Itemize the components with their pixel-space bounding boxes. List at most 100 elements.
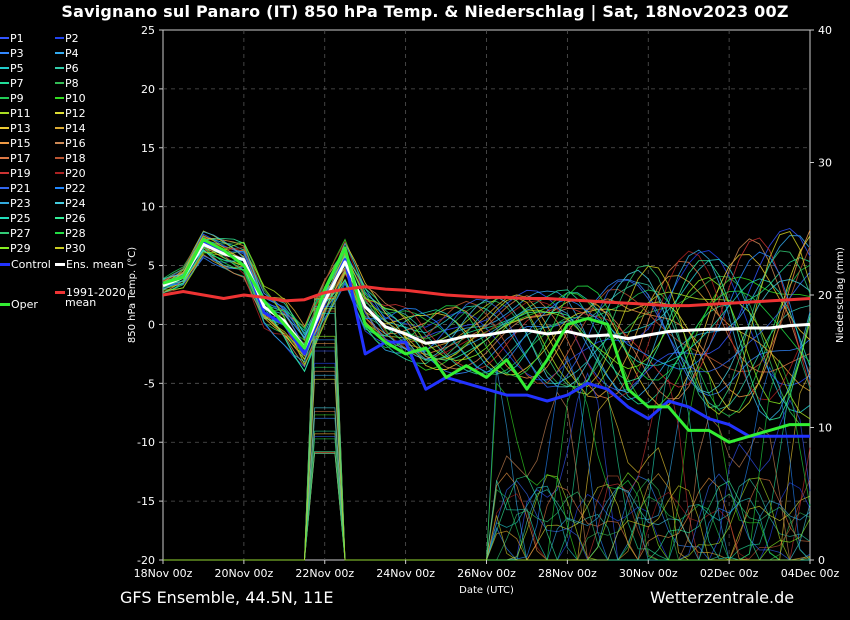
member-line xyxy=(162,238,811,409)
x-tick-label: 18Nov 00z xyxy=(134,567,193,580)
legend-item-p13: P13 xyxy=(0,122,31,136)
legend-item-p20: P20 xyxy=(55,167,86,181)
x-tick-label: 30Nov 00z xyxy=(619,567,678,580)
legend-label: P27 xyxy=(10,227,31,240)
legend-label: P28 xyxy=(65,227,86,240)
legend-swatch xyxy=(0,172,9,174)
y-tick-label: 5 xyxy=(148,260,155,273)
legend-item-p28: P28 xyxy=(55,227,86,241)
y-tick-label: -20 xyxy=(137,554,155,567)
legend-swatch xyxy=(55,290,65,294)
legend-swatch xyxy=(55,187,64,189)
legend-label: P16 xyxy=(65,137,86,150)
x-tick-label: 04Dec 00z xyxy=(781,567,840,580)
legend-label: P25 xyxy=(10,212,31,225)
legend-item-p18: P18 xyxy=(55,152,86,166)
legend-swatch xyxy=(55,172,64,174)
legend-label: P1 xyxy=(10,32,24,45)
legend-label: P9 xyxy=(10,92,24,105)
series-line-1991-2020-mean xyxy=(162,285,811,308)
legend-item-p11: P11 xyxy=(0,107,31,121)
legend-swatch xyxy=(0,232,9,234)
member-line xyxy=(162,255,811,388)
y-tick-label: 15 xyxy=(141,142,155,155)
legend-item-p7: P7 xyxy=(0,77,24,91)
legend-label: P2 xyxy=(65,32,79,45)
y-tick-label: -10 xyxy=(137,436,155,449)
legend-item-p29: P29 xyxy=(0,242,31,256)
legend-label: P7 xyxy=(10,77,24,90)
legend-swatch xyxy=(55,157,64,159)
legend-label: P8 xyxy=(65,77,79,90)
series-line-oper xyxy=(162,238,810,444)
legend-item-p21: P21 xyxy=(0,182,31,196)
legend-label: P10 xyxy=(65,92,86,105)
x-tick-label: 20Nov 00z xyxy=(215,567,274,580)
legend-item-p12: P12 xyxy=(55,107,86,121)
y2-tick-label: 0 xyxy=(818,554,825,567)
legend-swatch xyxy=(55,232,64,234)
x-tick-label: 02Dec 00z xyxy=(700,567,759,580)
legend-item-p5: P5 xyxy=(0,62,24,76)
legend-item-p8: P8 xyxy=(55,77,79,91)
y2-tick-label: 40 xyxy=(818,24,832,37)
y-axis-label: 850 hPa Temp. (°C) xyxy=(127,247,138,343)
legend-swatch xyxy=(0,112,9,114)
legend-swatch xyxy=(0,52,9,54)
legend-item-ens-mean: Ens. mean xyxy=(55,258,124,272)
legend-swatch xyxy=(55,142,64,144)
legend-item-oper: Oper xyxy=(0,298,38,312)
legend-item-p1: P1 xyxy=(0,32,24,46)
legend-label: P15 xyxy=(10,137,31,150)
y-tick-label: 0 xyxy=(148,318,155,331)
legend-label: P12 xyxy=(65,107,86,120)
legend-swatch xyxy=(55,202,64,204)
legend-swatch xyxy=(0,262,10,266)
legend-item-control: Control xyxy=(0,258,51,272)
legend-swatch xyxy=(55,82,64,84)
legend-label: P30 xyxy=(65,242,86,255)
legend-swatch xyxy=(55,67,64,69)
legend-swatch xyxy=(0,97,9,99)
legend-item-p22: P22 xyxy=(55,182,86,196)
legend-label: P6 xyxy=(65,62,79,75)
legend-swatch xyxy=(55,97,64,99)
legend-item-p15: P15 xyxy=(0,137,31,151)
legend-swatch xyxy=(55,37,64,39)
legend-label: P21 xyxy=(10,182,31,195)
member-line xyxy=(162,235,811,417)
legend-label: P18 xyxy=(65,152,86,165)
legend-label: 1991-2020 xyxy=(66,286,126,299)
legend-label: P14 xyxy=(65,122,86,135)
legend-label: P22 xyxy=(65,182,86,195)
legend-item-p6: P6 xyxy=(55,62,79,76)
legend-swatch xyxy=(55,52,64,54)
y2-tick-label: 10 xyxy=(818,422,832,435)
y-tick-label: 10 xyxy=(141,201,155,214)
chart-title: Savignano sul Panaro (IT) 850 hPa Temp. … xyxy=(61,2,789,21)
legend-swatch xyxy=(55,112,64,114)
legend-item-p10: P10 xyxy=(55,92,86,106)
site-credit: Wetterzentrale.de xyxy=(650,588,795,607)
series-line-ens-mean xyxy=(162,242,811,350)
series-line-control xyxy=(162,240,810,438)
legend-swatch xyxy=(55,262,65,266)
x-tick-label: 26Nov 00z xyxy=(457,567,516,580)
legend-swatch xyxy=(0,217,9,219)
legend-swatch xyxy=(55,127,64,129)
legend-swatch xyxy=(0,157,9,159)
legend-item-p23: P23 xyxy=(0,197,31,211)
legend-label: P29 xyxy=(10,242,31,255)
legend-label: Ens. mean xyxy=(66,258,124,271)
legend-item-p16: P16 xyxy=(55,137,86,151)
member-line xyxy=(162,241,811,405)
legend-label: P11 xyxy=(10,107,31,120)
x-tick-label: 22Nov 00z xyxy=(295,567,354,580)
legend-item-p9: P9 xyxy=(0,92,24,106)
legend-swatch xyxy=(0,202,9,204)
member-line xyxy=(162,235,811,401)
legend-swatch xyxy=(55,247,64,249)
legend-item-p26: P26 xyxy=(55,212,86,226)
legend-swatch xyxy=(55,217,64,219)
legend-item-climate-mean: 1991-2020 xyxy=(55,286,126,300)
